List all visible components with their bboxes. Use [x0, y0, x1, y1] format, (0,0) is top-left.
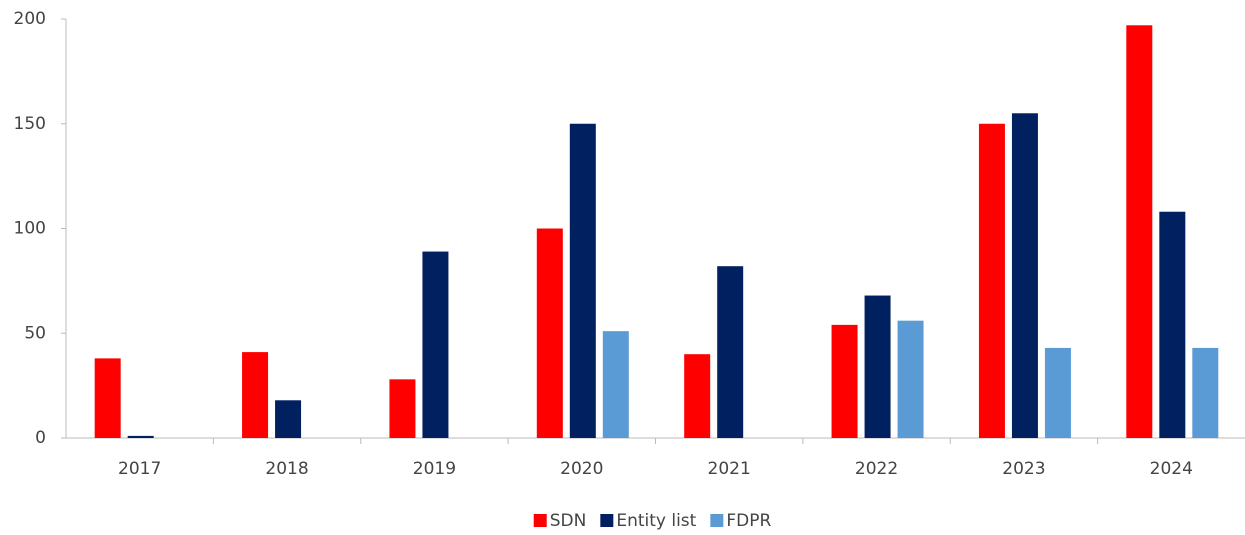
bar: [1192, 347, 1219, 438]
bar: [1126, 25, 1153, 438]
y-tick-label: 100: [14, 219, 46, 239]
bar: [275, 400, 302, 438]
x-tick-label: 2023: [1002, 459, 1045, 479]
bar: [864, 295, 891, 438]
bar: [422, 251, 449, 438]
bar: [94, 358, 121, 438]
legend-label: SDN: [550, 511, 587, 531]
legend-swatch: [533, 514, 547, 527]
bar: [1011, 113, 1038, 439]
bar: [242, 352, 269, 438]
bar: [127, 435, 154, 438]
bar: [684, 354, 711, 438]
bar: [1159, 211, 1186, 438]
bar: [569, 123, 596, 438]
x-tick-label: 2017: [118, 459, 161, 479]
x-tick-label: 2021: [708, 459, 751, 479]
x-tick-label: 2024: [1150, 459, 1193, 479]
y-tick-label: 200: [14, 9, 46, 29]
x-tick-label: 2022: [855, 459, 898, 479]
bar: [897, 320, 924, 438]
y-tick-label: 150: [14, 114, 46, 134]
bar: [831, 324, 858, 438]
legend-label: FDPR: [726, 511, 771, 531]
legend-label: Entity list: [616, 511, 696, 531]
bar: [1044, 347, 1071, 438]
y-tick-label: 0: [35, 428, 46, 448]
legend-swatch: [600, 514, 614, 527]
bar: [978, 123, 1005, 438]
x-tick-label: 2018: [265, 459, 308, 479]
legend-swatch: [710, 514, 724, 527]
x-tick-label: 2019: [413, 459, 456, 479]
bar: [717, 266, 744, 438]
y-tick-label: 50: [24, 323, 46, 343]
bar: [536, 228, 563, 438]
bar: [602, 331, 629, 438]
bar: [389, 379, 416, 438]
x-tick-label: 2020: [560, 459, 603, 479]
